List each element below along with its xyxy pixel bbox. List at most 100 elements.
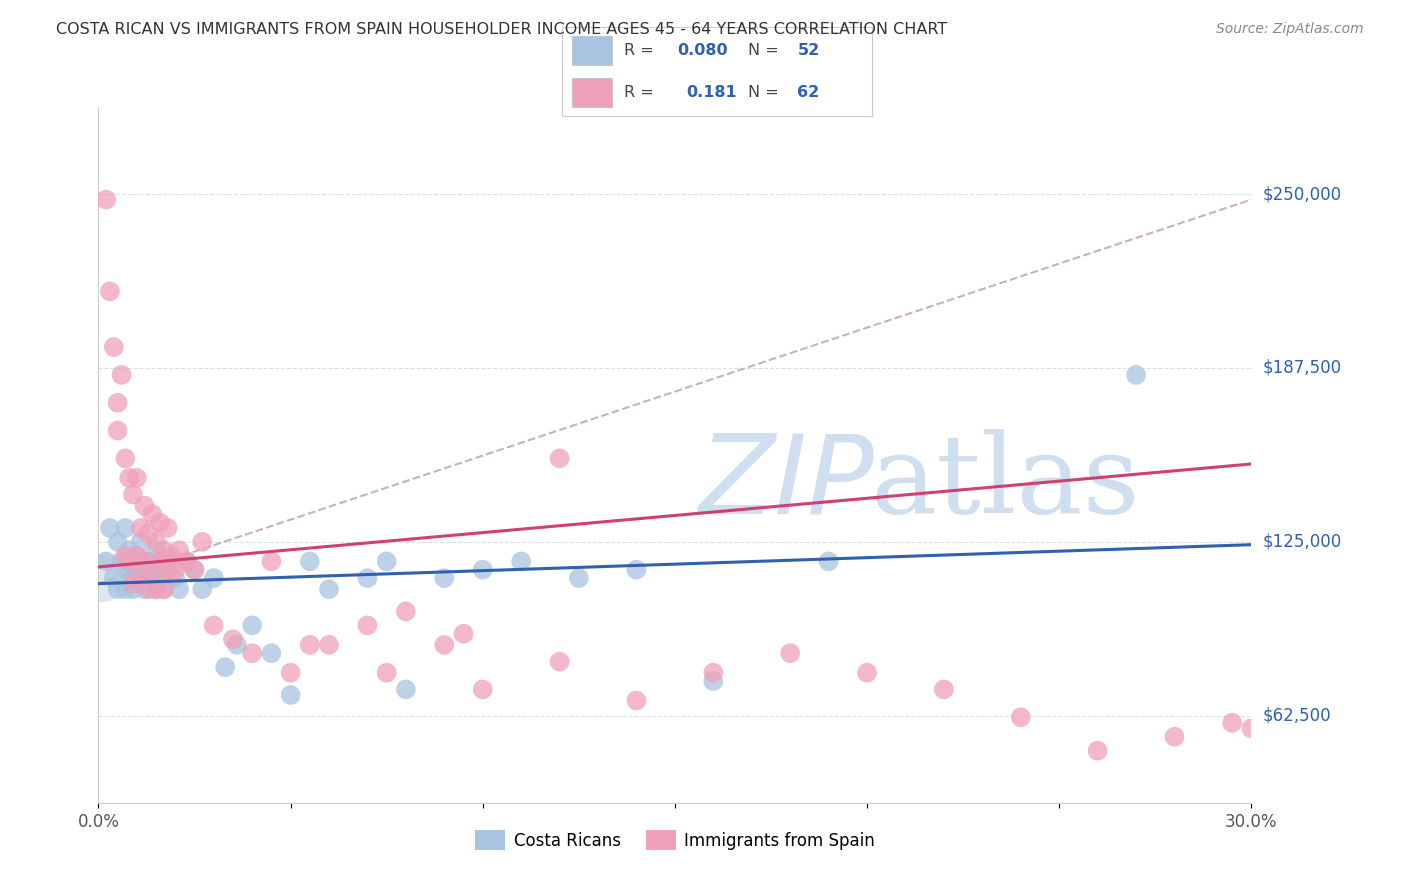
Point	[125, 563, 148, 577]
Point	[1278, 738, 1301, 752]
Point	[433, 638, 456, 652]
Point	[138, 526, 160, 541]
Text: 52: 52	[797, 44, 820, 58]
Point	[167, 543, 190, 558]
Point	[138, 582, 160, 597]
Point	[176, 554, 198, 568]
Point	[122, 571, 145, 585]
Point	[548, 451, 571, 466]
Point	[165, 571, 187, 585]
Point	[702, 674, 724, 689]
Point	[129, 571, 152, 585]
Point	[395, 605, 418, 619]
Point	[568, 571, 591, 585]
Point	[225, 638, 247, 652]
Point	[118, 471, 141, 485]
Point	[260, 646, 283, 660]
Text: $250,000: $250,000	[1263, 185, 1341, 203]
Point	[134, 554, 156, 568]
Point	[114, 521, 136, 535]
Bar	[572, 78, 612, 107]
Point	[453, 626, 475, 640]
Point	[375, 554, 398, 568]
Point	[260, 554, 283, 568]
Point	[125, 471, 148, 485]
Point	[110, 368, 132, 382]
Point	[156, 521, 179, 535]
Point	[141, 571, 163, 585]
Point	[138, 554, 160, 568]
Text: R =: R =	[624, 86, 664, 100]
Point	[160, 554, 183, 568]
Point	[240, 618, 263, 632]
Point	[160, 549, 183, 563]
Point	[129, 535, 152, 549]
Text: 0.181: 0.181	[686, 86, 737, 100]
Point	[110, 554, 132, 568]
Point	[145, 543, 167, 558]
Point	[280, 688, 302, 702]
Text: 0.080: 0.080	[676, 44, 727, 58]
Point	[129, 571, 152, 585]
Point	[152, 582, 174, 597]
Point	[214, 660, 236, 674]
Point	[1010, 710, 1032, 724]
Point	[856, 665, 879, 680]
Point	[1087, 744, 1109, 758]
Bar	[572, 36, 612, 65]
Point	[122, 582, 145, 597]
Point	[114, 451, 136, 466]
Point	[118, 543, 141, 558]
Point	[94, 193, 117, 207]
Point	[191, 535, 214, 549]
Text: Source: ZipAtlas.com: Source: ZipAtlas.com	[1216, 22, 1364, 37]
Point	[1220, 715, 1243, 730]
Text: COSTA RICAN VS IMMIGRANTS FROM SPAIN HOUSEHOLDER INCOME AGES 45 - 64 YEARS CORRE: COSTA RICAN VS IMMIGRANTS FROM SPAIN HOU…	[56, 22, 948, 37]
Legend: Costa Ricans, Immigrants from Spain: Costa Ricans, Immigrants from Spain	[468, 823, 882, 857]
Point	[149, 554, 172, 568]
Point	[145, 582, 167, 597]
Point	[356, 571, 378, 585]
Point	[318, 638, 340, 652]
Point	[129, 521, 152, 535]
Point	[1125, 368, 1147, 382]
Point	[94, 554, 117, 568]
Point	[145, 535, 167, 549]
Text: ZIP: ZIP	[697, 429, 873, 536]
Point	[114, 549, 136, 563]
Point	[149, 571, 172, 585]
Point	[183, 563, 205, 577]
Point	[191, 582, 214, 597]
Point	[152, 543, 174, 558]
Point	[548, 655, 571, 669]
Point	[356, 618, 378, 632]
Point	[202, 571, 225, 585]
Point	[202, 618, 225, 632]
Point	[298, 554, 321, 568]
Point	[134, 582, 156, 597]
Point	[107, 396, 129, 410]
Point	[318, 582, 340, 597]
Point	[107, 582, 129, 597]
Point	[98, 285, 121, 299]
Point	[125, 549, 148, 563]
Point	[107, 424, 129, 438]
Point	[114, 582, 136, 597]
Point	[1240, 722, 1263, 736]
Point	[240, 646, 263, 660]
Text: N =: N =	[748, 86, 785, 100]
Point	[138, 563, 160, 577]
Point	[152, 582, 174, 597]
Point	[167, 582, 190, 597]
Point	[125, 549, 148, 563]
Point	[375, 665, 398, 680]
Point	[471, 682, 494, 697]
Text: $187,500: $187,500	[1263, 359, 1341, 377]
Text: $62,500: $62,500	[1263, 706, 1331, 725]
Point	[118, 554, 141, 568]
Point	[433, 571, 456, 585]
Point	[779, 646, 801, 660]
Point	[626, 693, 648, 707]
Point	[134, 554, 156, 568]
Point	[141, 507, 163, 521]
